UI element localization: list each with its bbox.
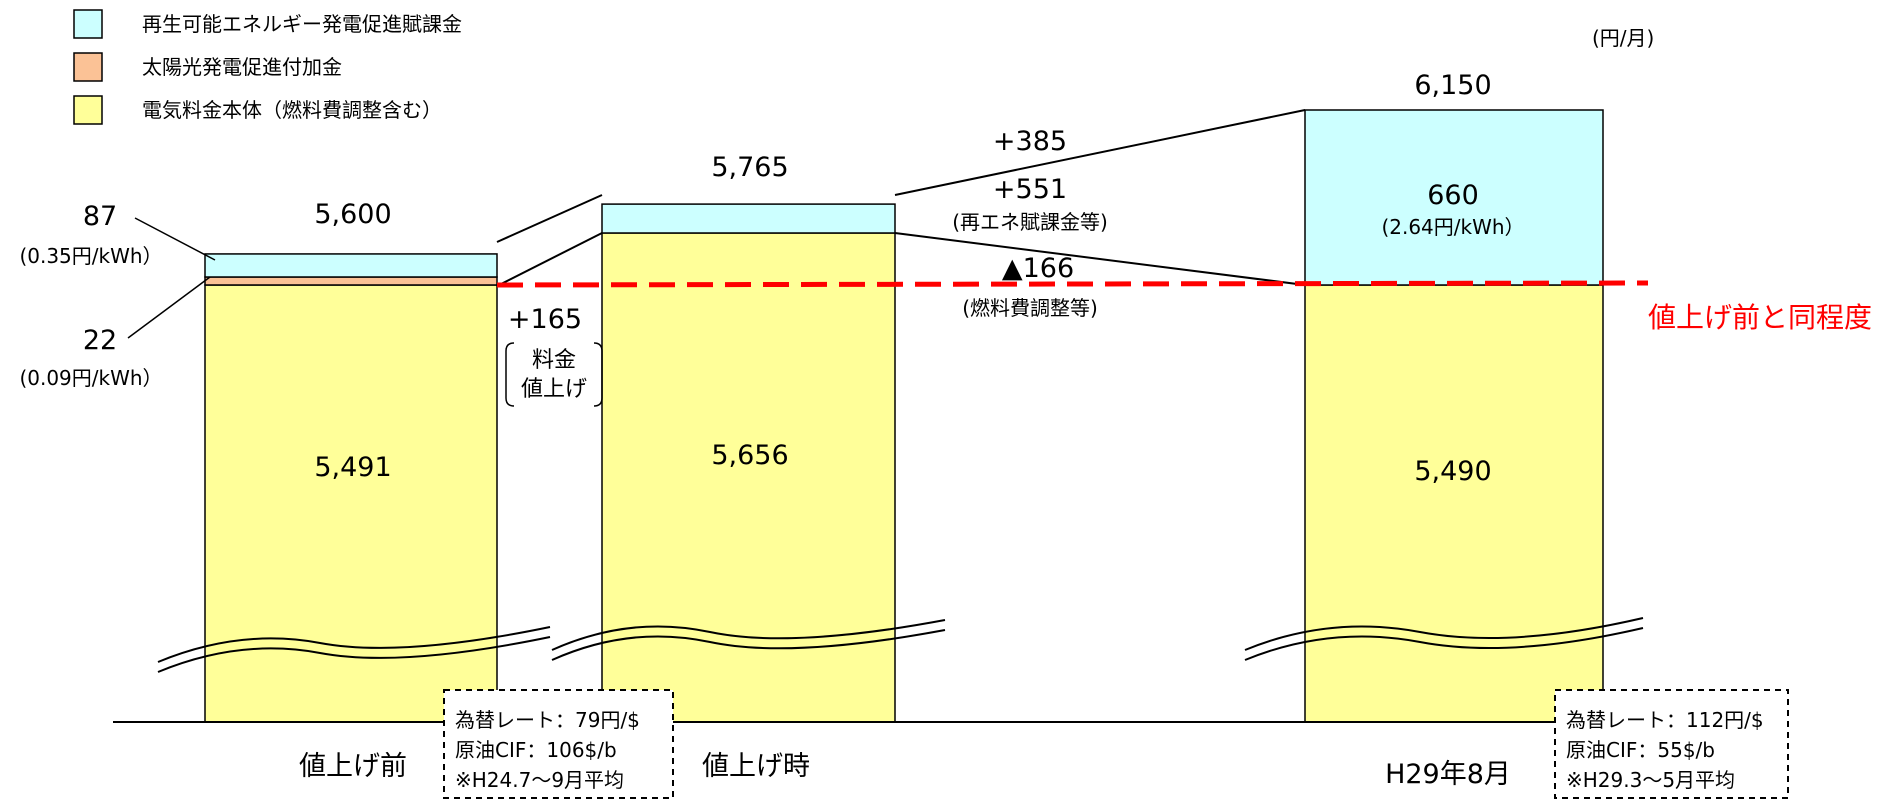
aug-renewable-rate: (2.64円/kWh）	[1381, 215, 1524, 239]
bar-aug-base	[1304, 284, 1604, 723]
category-label-hike: 値上げ時	[702, 751, 810, 782]
aug-base-value: 5,490	[1414, 456, 1491, 487]
legend-swatch-renewable	[73, 9, 103, 39]
axis-break-marks	[157, 617, 1644, 673]
hike-note-line-2: 値上げ	[521, 377, 587, 402]
reference-line-label: 値上げ前と同程度	[1648, 301, 1872, 334]
legend-swatch-base	[73, 95, 103, 125]
pre-solar-leader	[127, 276, 211, 339]
reference-dashed-line	[496, 280, 1649, 288]
aug-renewable-value: 660	[1427, 180, 1479, 211]
renewable-change-note: (再エネ賦課金等)	[952, 210, 1108, 234]
fuel-change-note: (燃料費調整等)	[962, 296, 1098, 320]
bar-hike-base	[601, 232, 896, 723]
hike-note-bracket	[505, 342, 603, 407]
pre-renewable-value: 87	[83, 201, 117, 232]
bar-pre-renewable	[204, 253, 498, 278]
note-h29-line-1: 為替レート：112円/$	[1566, 708, 1764, 732]
total-label-hike: 5,765	[711, 152, 788, 183]
hike-base-value: 5,656	[711, 440, 788, 471]
note-box-h29: 為替レート：112円/$ 原油CIF：55$/b ※H29.3～5月平均	[1554, 689, 1789, 799]
legend-label-solar: 太陽光発電促進付加金	[142, 55, 342, 79]
pre-base-value: 5,491	[314, 452, 391, 483]
total-label-aug: 6,150	[1414, 70, 1491, 101]
pre-renewable-rate: (0.35円/kWh）	[19, 244, 162, 268]
bar-pre-solar	[204, 276, 498, 286]
legend-label-base: 電気料金本体（燃料費調整含む）	[142, 98, 442, 122]
legend-swatch-solar	[73, 52, 103, 82]
hike-change-label: +165	[508, 304, 582, 335]
note-h24-line-3: ※H24.7～9月平均	[455, 768, 624, 792]
legend: 再生可能エネルギー発電促進賦課金 太陽光発電促進付加金 電気料金本体（燃料費調整…	[73, 9, 462, 125]
category-label-pre: 値上げ前	[299, 751, 407, 782]
hike-note-line-1: 料金	[532, 348, 576, 373]
bars	[204, 109, 1604, 723]
note-h29-line-2: 原油CIF：55$/b	[1566, 738, 1715, 762]
pre-solar-rate: (0.09円/kWh）	[19, 366, 162, 390]
renewable-change-label: +551	[993, 174, 1067, 205]
pre-renewable-leader	[134, 217, 216, 261]
connector-lines	[496, 109, 1306, 287]
unit-label: (円/月)	[1592, 26, 1654, 50]
total-label-pre: 5,600	[314, 199, 391, 230]
note-box-h24: 為替レート：79円/$ 原油CIF：106$/b ※H24.7～9月平均	[443, 689, 674, 799]
note-h29-line-3: ※H29.3～5月平均	[1566, 768, 1735, 792]
note-h24-line-1: 為替レート：79円/$	[455, 708, 640, 732]
note-h24-line-2: 原油CIF：106$/b	[455, 738, 617, 762]
bar-aug-renewable	[1304, 109, 1604, 286]
legend-label-renewable: 再生可能エネルギー発電促進賦課金	[142, 12, 462, 36]
category-label-aug: H29年8月	[1385, 759, 1511, 790]
pre-solar-value: 22	[83, 325, 117, 356]
total-change-label: +385	[993, 126, 1067, 157]
bar-hike-renewable	[601, 203, 896, 234]
fuel-change-label: ▲166	[1002, 253, 1074, 284]
